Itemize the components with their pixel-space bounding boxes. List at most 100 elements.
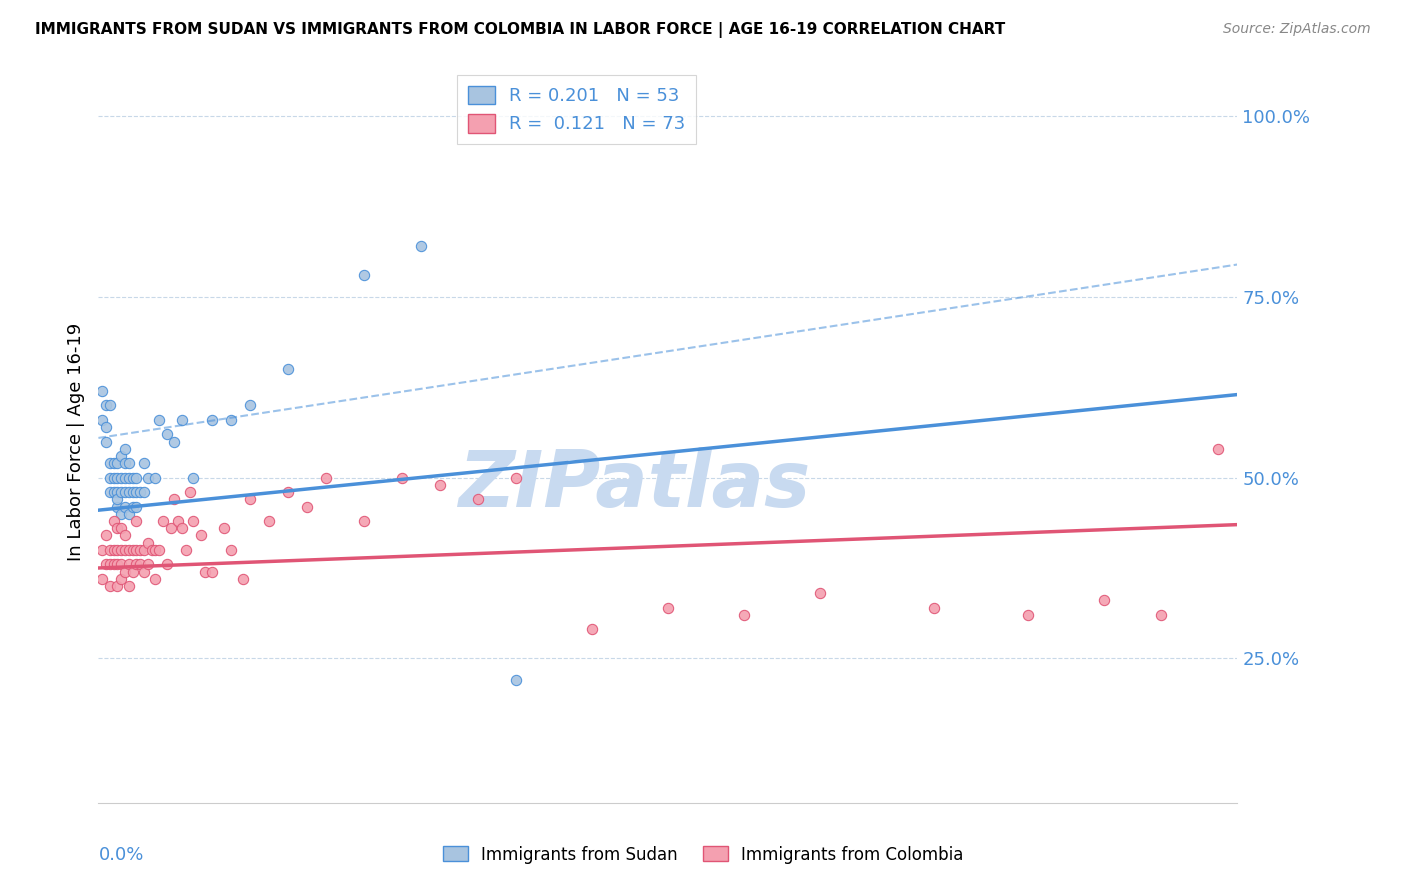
Point: [156, 558, 179, 572]
Point: [114, 456, 136, 470]
Point: [581, 623, 603, 637]
Point: [121, 471, 143, 485]
Point: [103, 558, 125, 572]
Point: [163, 492, 186, 507]
Point: [129, 485, 152, 500]
Point: [1208, 442, 1230, 456]
Point: [107, 500, 129, 514]
Point: [136, 535, 159, 549]
Point: [118, 471, 141, 485]
Point: [391, 471, 413, 485]
Point: [808, 586, 831, 600]
Point: [107, 542, 129, 557]
Point: [221, 542, 243, 557]
Point: [148, 413, 170, 427]
Point: [91, 542, 114, 557]
Point: [114, 485, 136, 500]
Point: [141, 542, 163, 557]
Text: IMMIGRANTS FROM SUDAN VS IMMIGRANTS FROM COLOMBIA IN LABOR FORCE | AGE 16-19 COR: IMMIGRANTS FROM SUDAN VS IMMIGRANTS FROM…: [35, 22, 1005, 38]
Point: [179, 485, 201, 500]
Point: [201, 565, 224, 579]
Point: [98, 485, 121, 500]
Point: [201, 413, 224, 427]
Point: [98, 398, 121, 412]
Point: [121, 500, 143, 514]
Point: [118, 579, 141, 593]
Point: [98, 558, 121, 572]
Point: [167, 514, 190, 528]
Point: [145, 572, 167, 586]
Text: ZIPatlas: ZIPatlas: [457, 447, 810, 523]
Point: [91, 413, 114, 427]
Point: [136, 558, 159, 572]
Point: [145, 471, 167, 485]
Point: [118, 542, 141, 557]
Point: [136, 471, 159, 485]
Point: [429, 478, 451, 492]
Point: [259, 514, 281, 528]
Point: [118, 456, 141, 470]
Point: [159, 521, 181, 535]
Point: [505, 471, 527, 485]
Point: [125, 485, 148, 500]
Point: [239, 398, 262, 412]
Point: [91, 572, 114, 586]
Point: [174, 542, 197, 557]
Point: [194, 565, 217, 579]
Point: [107, 558, 129, 572]
Point: [114, 528, 136, 542]
Point: [107, 579, 129, 593]
Point: [98, 471, 121, 485]
Point: [125, 542, 148, 557]
Point: [94, 420, 117, 434]
Point: [121, 565, 143, 579]
Point: [183, 471, 205, 485]
Point: [91, 384, 114, 398]
Point: [110, 485, 132, 500]
Point: [239, 492, 262, 507]
Point: [315, 471, 337, 485]
Point: [118, 558, 141, 572]
Point: [190, 528, 212, 542]
Point: [107, 521, 129, 535]
Point: [163, 434, 186, 449]
Point: [103, 471, 125, 485]
Point: [94, 558, 117, 572]
Point: [94, 528, 117, 542]
Point: [103, 485, 125, 500]
Point: [1150, 607, 1173, 622]
Point: [114, 442, 136, 456]
Text: 0.0%: 0.0%: [98, 847, 143, 864]
Point: [132, 542, 155, 557]
Point: [922, 600, 945, 615]
Point: [114, 500, 136, 514]
Point: [110, 507, 132, 521]
Point: [277, 362, 299, 376]
Point: [129, 542, 152, 557]
Point: [98, 542, 121, 557]
Point: [125, 514, 148, 528]
Point: [1094, 593, 1116, 607]
Point: [125, 500, 148, 514]
Point: [118, 507, 141, 521]
Point: [110, 542, 132, 557]
Point: [152, 514, 174, 528]
Point: [148, 542, 170, 557]
Point: [353, 268, 375, 283]
Point: [107, 492, 129, 507]
Point: [170, 413, 193, 427]
Point: [110, 572, 132, 586]
Point: [103, 542, 125, 557]
Point: [107, 471, 129, 485]
Point: [121, 542, 143, 557]
Point: [156, 427, 179, 442]
Point: [98, 579, 121, 593]
Point: [107, 485, 129, 500]
Point: [114, 471, 136, 485]
Point: [467, 492, 489, 507]
Legend: R = 0.201   N = 53, R =  0.121   N = 73: R = 0.201 N = 53, R = 0.121 N = 73: [457, 75, 696, 145]
Point: [110, 471, 132, 485]
Point: [114, 565, 136, 579]
Point: [733, 607, 755, 622]
Point: [110, 449, 132, 463]
